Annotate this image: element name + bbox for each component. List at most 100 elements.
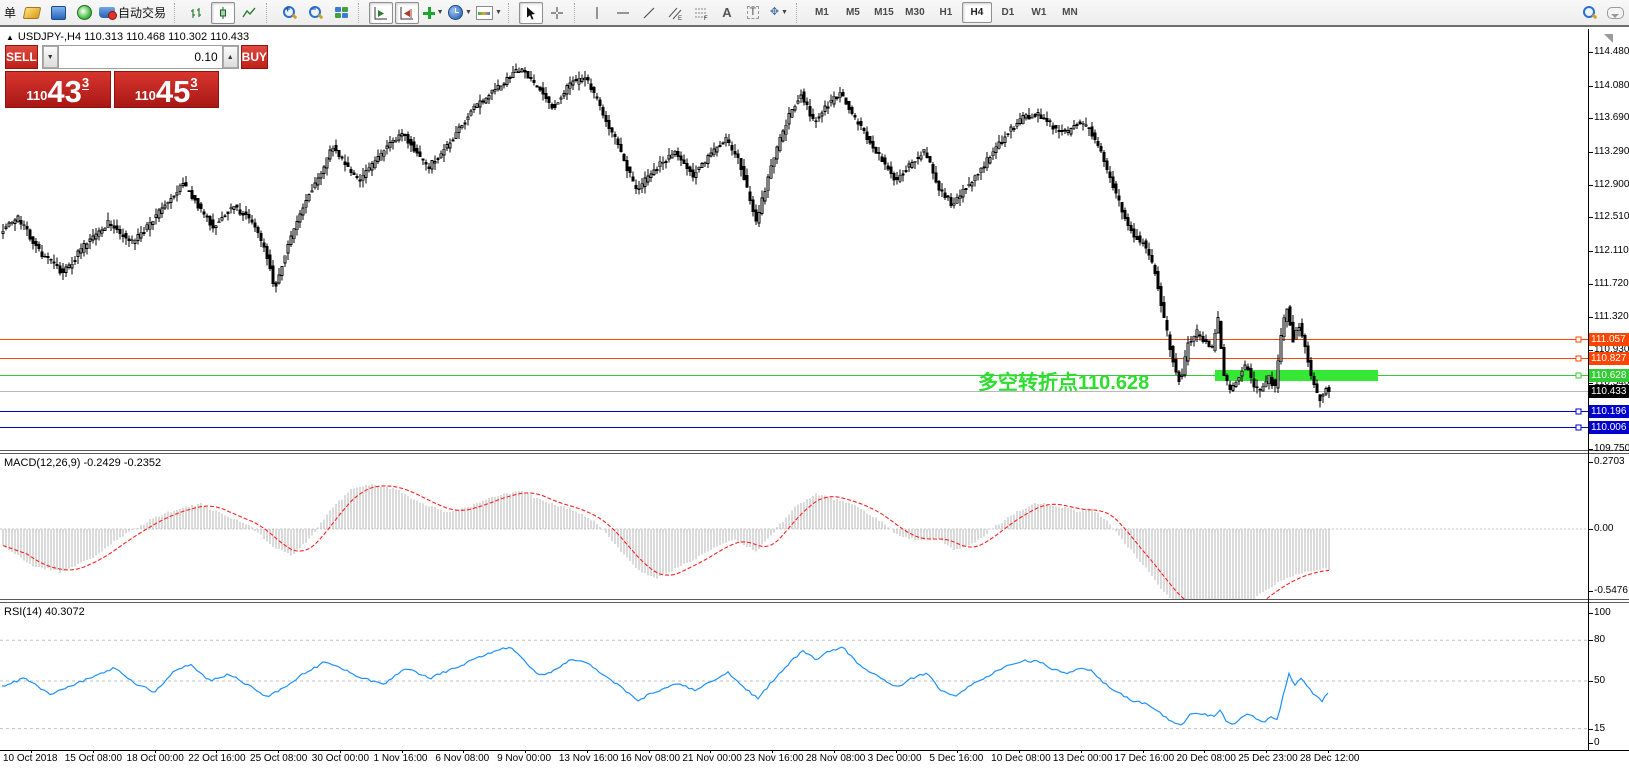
candlestick-chart-button[interactable]	[211, 1, 236, 24]
toolbar-separator	[266, 2, 272, 23]
horizontal-line-button[interactable]	[611, 2, 635, 24]
text-button[interactable]: A	[715, 2, 739, 24]
toolbar-separator	[573, 2, 580, 23]
time-tick-mark	[525, 750, 527, 753]
hline-handle[interactable]	[1575, 424, 1582, 431]
hline-handle[interactable]	[1575, 408, 1582, 415]
cursor-icon	[526, 6, 535, 20]
chart-shift-button[interactable]	[395, 1, 420, 24]
time-tick-mark	[586, 750, 588, 753]
time-tick-mark	[31, 750, 32, 753]
vertical-line-button[interactable]	[585, 2, 609, 24]
zoom-out-icon: −	[308, 4, 323, 20]
volume-increase-button[interactable]: ▲	[222, 46, 238, 68]
sell-button[interactable]: SELL	[5, 45, 38, 69]
price-scale-arrow-icon[interactable]	[1604, 34, 1613, 43]
macd-label: MACD(12,26,9) -0.2429 -0.2352	[4, 457, 162, 469]
pane-splitter[interactable]	[0, 599, 1629, 603]
horizontal-line-icon	[616, 11, 629, 14]
fibonacci-button[interactable]: F	[689, 2, 713, 24]
time-tick-mark	[710, 750, 712, 753]
hline-handle[interactable]	[1575, 355, 1582, 362]
search-icon	[1582, 5, 1597, 20]
buy-price-display[interactable]: 110 45 3	[113, 71, 219, 108]
candlestick-chart-icon	[220, 6, 227, 19]
bar-chart-button[interactable]	[185, 2, 209, 24]
price-tag-label: 110.628	[1589, 368, 1629, 382]
timeframe-button-m5[interactable]: M5	[845, 7, 860, 18]
macd-tick-label: 0.00	[1589, 523, 1613, 534]
time-tick-label: 6 Nov 08:00	[435, 753, 490, 764]
rsi-chart[interactable]	[0, 603, 1588, 749]
arrows-button[interactable]: ✥ ▼	[767, 2, 791, 24]
time-tick-label: 28 Nov 08:00	[805, 753, 866, 764]
line-chart-button[interactable]	[237, 2, 261, 24]
volume-input[interactable]	[57, 46, 223, 68]
label-button[interactable]: T	[741, 2, 765, 24]
signals-icon	[76, 5, 92, 20]
signals-button[interactable]	[72, 2, 96, 24]
new-order-label[interactable]: 单	[4, 6, 17, 20]
price-tick-label: 111.720	[1589, 278, 1629, 289]
chat-button[interactable]	[1603, 2, 1627, 24]
price-tick-label: 109.750	[1589, 443, 1629, 454]
pane-splitter[interactable]	[0, 450, 1629, 454]
timeframe-button-w1[interactable]: W1	[1031, 7, 1047, 18]
time-tick-label: 13 Dec 00:00	[1052, 753, 1113, 764]
time-tick-mark	[648, 750, 650, 753]
price-tick-label: 113.690	[1589, 112, 1629, 123]
price-tick-label: 112.900	[1589, 179, 1629, 190]
time-tick-mark	[1327, 750, 1329, 753]
arrows-tool-icon: ✥	[769, 6, 780, 18]
time-tick-mark	[1019, 750, 1021, 753]
macd-tick-label: 0.2703	[1589, 456, 1625, 467]
cursor-button[interactable]	[518, 1, 543, 24]
price-chart[interactable]	[0, 29, 1588, 450]
collapse-icon[interactable]: ▲	[6, 32, 14, 42]
search-button[interactable]	[1577, 2, 1601, 24]
price-tag-label: 110.006	[1589, 421, 1629, 434]
timeframe-button-m15[interactable]: M15	[874, 7, 894, 18]
price-tag-label: 110.433	[1589, 385, 1629, 399]
buy-button[interactable]: BUY	[240, 45, 269, 69]
pivot-annotation-text[interactable]: 多空转折点110.628	[978, 372, 1150, 394]
volume-decrease-button[interactable]: ▼	[42, 46, 58, 68]
dropdown-icon: ▼	[781, 9, 788, 16]
macd-chart[interactable]	[0, 454, 1588, 599]
autotrade-button[interactable]: 自动交易	[98, 2, 169, 24]
hline-handle[interactable]	[1575, 372, 1582, 379]
timeframe-button-d1[interactable]: D1	[1001, 7, 1015, 18]
crosshair-button[interactable]	[545, 2, 569, 24]
candles	[1, 63, 1331, 408]
zoom-in-button[interactable]: +	[277, 2, 301, 24]
indicators-button[interactable]: ▼	[421, 2, 445, 24]
chart-title-text: USDJPY-,H4 110.313 110.468 110.302 110.4…	[17, 31, 250, 43]
timeframe-button-mn[interactable]: MN	[1062, 7, 1078, 18]
market-watch-button[interactable]	[46, 2, 70, 24]
timeframe-button-m1[interactable]: M1	[814, 7, 829, 18]
autotrade-icon	[99, 7, 118, 20]
periods-button[interactable]: ▼	[447, 2, 473, 24]
buy-price-prefix: 110	[134, 88, 156, 103]
rsi-label: RSI(14) 40.3072	[4, 606, 85, 618]
hline-handle[interactable]	[1575, 336, 1582, 343]
time-tick-label: 25 Oct 08:00	[250, 753, 308, 764]
zoom-in-icon: +	[282, 4, 297, 20]
auto-scroll-button[interactable]	[369, 1, 394, 24]
channel-button[interactable]: E	[663, 2, 687, 24]
timeframe-button-h4[interactable]: H4	[961, 2, 992, 23]
zoom-out-button[interactable]: −	[303, 2, 327, 24]
time-tick-mark	[1204, 750, 1206, 753]
timeframe-button-m30[interactable]: M30	[905, 7, 925, 18]
templates-button[interactable]: ▼	[475, 2, 503, 24]
bar-chart-icon	[191, 7, 202, 18]
new-order-button[interactable]	[20, 2, 44, 24]
time-axis[interactable]: 10 Oct 2018 15 Oct 08:00 18 Oct 00:00 22 Oc…	[0, 750, 1629, 771]
tile-windows-button[interactable]	[329, 2, 353, 24]
sell-price-display[interactable]: 110 43 3	[5, 71, 111, 108]
market-watch-icon	[50, 5, 66, 20]
timeframe-button-h1[interactable]: H1	[939, 7, 953, 18]
trendline-button[interactable]	[637, 2, 661, 24]
svg-text:F: F	[704, 16, 708, 21]
